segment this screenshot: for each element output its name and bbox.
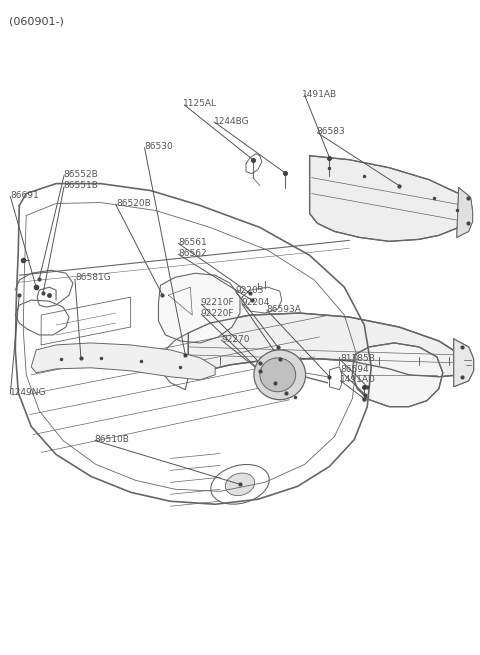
Text: 1249NG: 1249NG <box>10 388 47 397</box>
Text: 92203: 92203 <box>235 286 264 295</box>
Text: 92270: 92270 <box>221 335 250 344</box>
Text: 86594: 86594 <box>340 365 369 374</box>
Polygon shape <box>457 187 473 237</box>
Polygon shape <box>352 343 443 407</box>
Text: (060901-): (060901-) <box>9 16 64 26</box>
Text: 86530: 86530 <box>144 141 173 151</box>
Text: 86583: 86583 <box>316 127 345 136</box>
Text: 86581G: 86581G <box>75 273 111 282</box>
Text: 86552B: 86552B <box>63 170 98 179</box>
Polygon shape <box>454 339 474 386</box>
Polygon shape <box>158 273 240 343</box>
Text: 1491AB: 1491AB <box>302 90 337 98</box>
Text: 92210F: 92210F <box>201 298 235 307</box>
Text: 86520B: 86520B <box>116 199 151 208</box>
Text: 1125AL: 1125AL <box>183 100 217 108</box>
Ellipse shape <box>254 350 306 400</box>
Text: 86551B: 86551B <box>63 181 98 190</box>
Text: 1491AD: 1491AD <box>340 375 376 384</box>
Text: 86593A: 86593A <box>266 305 301 314</box>
Text: 86561: 86561 <box>178 238 207 247</box>
Text: 86510B: 86510B <box>95 435 129 444</box>
Text: 81385B: 81385B <box>340 354 375 364</box>
Text: 92220F: 92220F <box>201 309 234 318</box>
Text: 1244BG: 1244BG <box>214 117 250 126</box>
Polygon shape <box>310 156 467 241</box>
Polygon shape <box>31 343 215 380</box>
Ellipse shape <box>260 358 296 392</box>
Text: 92204: 92204 <box>241 298 270 307</box>
Text: 86562: 86562 <box>178 249 206 257</box>
Ellipse shape <box>225 473 255 496</box>
Polygon shape <box>188 313 461 377</box>
Text: 86691: 86691 <box>10 191 39 200</box>
